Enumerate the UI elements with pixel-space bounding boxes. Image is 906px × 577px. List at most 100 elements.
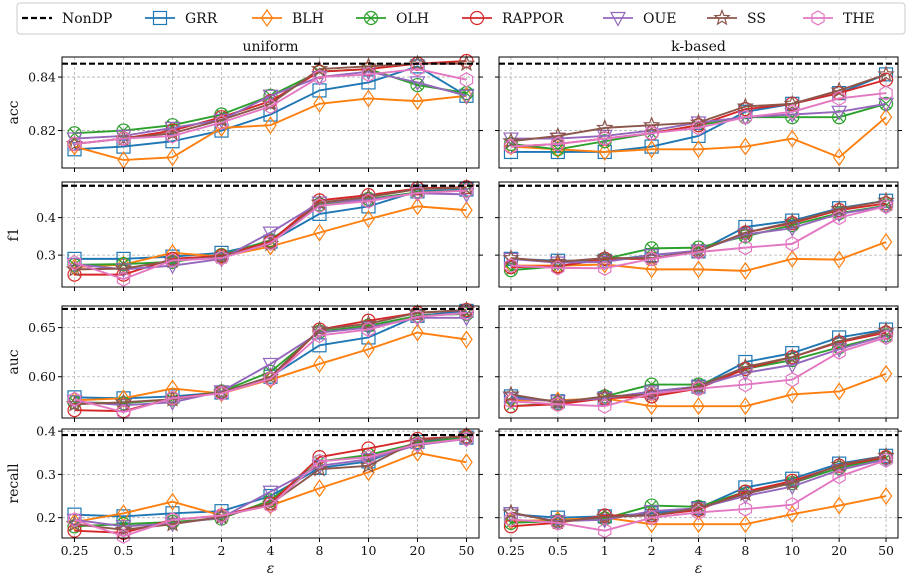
data-point [832,468,846,485]
data-point [691,380,706,397]
series-line [510,495,887,526]
panel-acc-uniform: 0.82 0.84 acc uniform [6,39,483,172]
x-tick-label: 8 [316,543,324,558]
data-point [502,132,520,149]
data-point [689,242,708,259]
data-point [312,69,327,85]
data-point [362,210,375,229]
data-point [598,398,612,414]
data-point [877,65,895,82]
data-point [642,116,661,133]
y-tick-label: 0.84 [28,70,56,85]
data-point [67,254,82,271]
data-point [67,523,82,538]
data-point [263,98,278,115]
data-point [313,223,326,242]
panel-f1-k-based [495,181,902,291]
data-point [645,397,658,416]
data-point [313,479,326,498]
data-point [114,129,133,147]
data-point [598,260,612,276]
data-point [457,54,476,72]
data-point [503,399,519,414]
data-point [784,108,801,124]
panel-acc-k-based: k-based [495,39,902,172]
data-point [312,450,327,465]
y-tick-label: 0.4 [36,210,56,225]
data-point [65,134,84,152]
column-title: k-based [671,39,726,55]
data-point [214,507,229,524]
data-point [739,397,752,416]
series-line [510,459,887,532]
x-tick-label: 4 [267,543,275,558]
legend-item-the: THE [803,10,875,27]
data-point [691,504,706,521]
legend-item-rappor: RAPPOR [462,10,564,27]
legend-label: OLH [396,11,429,27]
data-point [362,340,375,359]
legend-item-nondp: NonDP [22,11,112,27]
data-point [459,182,474,199]
data-point [458,311,475,327]
y-axis-label: f1 [6,227,22,241]
data-point [879,452,893,468]
series-line [510,329,887,404]
data-point [310,320,329,338]
column-title: uniform [242,39,298,55]
data-point [644,385,659,402]
data-point [116,130,131,147]
data-point [264,116,277,135]
y-tick-label: 0.2 [36,510,56,525]
data-point [879,232,893,252]
series-line [74,186,467,276]
legend-marker [713,8,731,26]
data-point [504,393,518,409]
data-point [879,198,893,215]
data-point [214,385,229,402]
data-point [689,113,708,130]
data-point [165,390,180,407]
data-point [645,140,658,159]
data-point-ring [67,519,82,534]
series-the [504,329,893,414]
data-point [504,511,518,528]
data-point [502,385,520,402]
x-axis-label: ε [695,561,703,577]
panel-recall-uniform: 0.2 0.3 0.4 recall 0.25 0.5 1 2 4 8 10 20 50 ε [6,424,483,577]
data-point-cross [646,243,657,254]
data-point [549,252,567,270]
series-line [74,68,467,145]
data-point [261,234,280,252]
data-point [361,66,376,83]
data-point [549,126,567,144]
data-point [409,76,426,92]
data-point [504,257,518,274]
data-point [738,501,753,517]
data-point [783,473,801,491]
legend-item-blh: BLH [252,8,324,28]
legend-frame [16,2,906,35]
data-point [831,105,848,121]
data-point [263,371,278,387]
series-line [74,438,467,538]
data-point [67,267,82,282]
legend-marker [260,8,274,28]
data-point [832,209,846,226]
data-point [739,515,752,534]
data-point [361,321,376,338]
data-point [67,391,82,408]
x-tick-label: 1 [169,543,177,558]
series-line [510,454,887,523]
data-point [738,239,753,256]
data-point [786,249,799,268]
data-point [410,436,425,452]
data-point [312,327,327,344]
data-point [361,449,376,465]
data-point [411,197,424,216]
panel-auc-uniform: 0.60 0.65 auc [6,300,483,422]
data-point [645,260,658,279]
x-tick-label: 1 [601,543,609,558]
series-line [510,92,887,148]
x-tick-label: 0.25 [61,543,89,558]
